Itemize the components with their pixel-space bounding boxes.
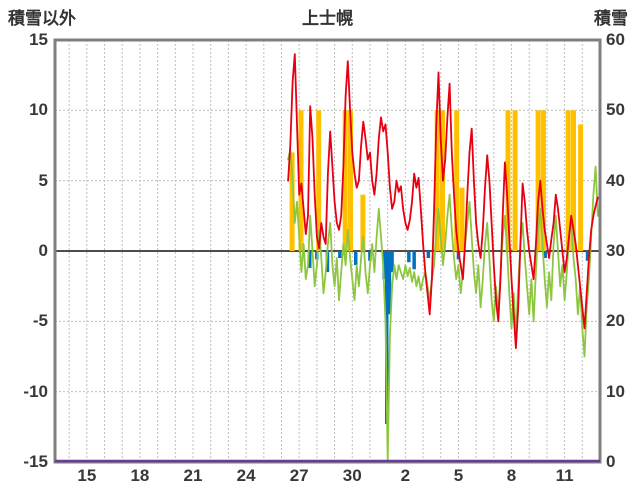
precipitation-bar	[385, 251, 389, 424]
left-axis-tick-label: -5	[32, 311, 48, 331]
x-axis-tick-label: 30	[342, 466, 362, 485]
precipitation-bar	[585, 251, 590, 261]
right-axis-tick-label: 60	[606, 30, 625, 49]
sunshine-bar	[512, 110, 518, 251]
precipitation-bar	[390, 251, 394, 273]
sunshine-bar	[342, 110, 348, 251]
sunshine-bar	[535, 110, 541, 251]
chart-title: 上士幌	[302, 9, 353, 28]
sunshine-bar	[360, 194, 366, 251]
x-axis-tick-label: 21	[183, 466, 203, 485]
left-axis-tick-label: 0	[38, 241, 48, 260]
left-axis-tick-label: -15	[23, 452, 48, 471]
precipitation-bar	[382, 251, 386, 280]
precipitation-bar	[426, 251, 431, 258]
red-series-line	[287, 53, 599, 350]
precipitation-bar	[354, 251, 358, 266]
sunshine-bar	[434, 110, 440, 251]
right-axis-tick-label: 10	[606, 381, 625, 401]
sunshine-bar	[298, 110, 304, 251]
sunshine-bar	[540, 110, 546, 251]
sunshine-bar	[316, 110, 322, 251]
left-axis-tick-label: -10	[23, 381, 48, 401]
precipitation-bar	[543, 251, 547, 258]
precipitation-bar	[308, 251, 312, 268]
right-axis-tick-label: 40	[606, 170, 625, 190]
right-axis-tick-label: 30	[606, 241, 625, 260]
precipitation-bar	[368, 251, 372, 261]
precipitation-bar	[325, 251, 330, 273]
right-axis-tick-label: 50	[606, 100, 625, 120]
left-axis-tick-label: 10	[29, 100, 48, 120]
sunshine-bar	[459, 187, 465, 251]
x-axis-tick-label: 5	[453, 466, 464, 485]
precipitation-bar	[387, 251, 392, 315]
left-axis-tick-label: 5	[38, 170, 48, 190]
x-axis-tick-label: 2	[400, 466, 411, 485]
x-axis-tick-label: 8	[506, 466, 517, 485]
sunshine-bar	[454, 110, 460, 251]
x-axis-tick-label: 18	[130, 466, 150, 485]
x-axis-tick-label: 15	[77, 466, 97, 485]
left-axis-title: 積雪以外	[8, 9, 76, 28]
left-axis-tick-label: 15	[29, 30, 48, 49]
right-axis-title: 積雪	[594, 9, 628, 28]
sunshine-bar	[289, 152, 295, 251]
x-axis-tick-label: 24	[236, 466, 256, 485]
precipitation-bar	[412, 251, 416, 270]
sunshine-bar	[578, 124, 584, 251]
sunshine-bar	[565, 110, 571, 251]
right-axis-tick-label: 20	[606, 311, 625, 331]
sunshine-bar	[348, 110, 353, 251]
sunshine-bar	[505, 110, 511, 251]
green-series-line	[287, 148, 599, 463]
sunshine-bar	[571, 110, 576, 251]
x-axis-tick-label: 27	[289, 466, 309, 485]
right-axis-tick-label: 0	[606, 452, 616, 471]
x-axis-tick-label: 11	[555, 466, 574, 485]
precipitation-bar	[338, 251, 342, 258]
precipitation-bar	[407, 251, 411, 263]
